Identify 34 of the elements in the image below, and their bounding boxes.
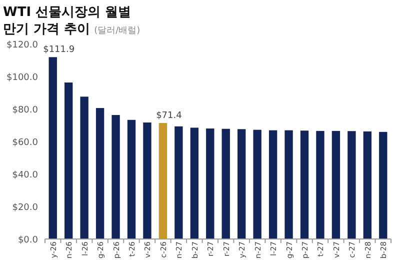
chart-subtitle: (달러/배럴) xyxy=(94,26,140,36)
bar xyxy=(268,130,278,239)
bar xyxy=(158,122,168,239)
title: WTI 선물시장의 월별 xyxy=(3,5,132,20)
y-tick-label: $60.0 xyxy=(12,138,38,148)
bar xyxy=(190,128,198,239)
bar xyxy=(332,130,340,239)
bar xyxy=(379,132,388,239)
bar xyxy=(284,130,293,239)
y-tick-label: $100.0 xyxy=(6,73,38,83)
y-tick-label: $20.0 xyxy=(12,203,38,213)
data-label: $111.9 xyxy=(43,45,75,56)
data-label: $71.4 xyxy=(156,110,182,121)
bar xyxy=(127,120,136,239)
bar xyxy=(348,131,356,239)
bar xyxy=(80,96,88,239)
bar xyxy=(222,128,230,239)
y-tick-label: $0.0 xyxy=(18,236,38,246)
bar xyxy=(174,126,183,239)
bar xyxy=(112,115,120,239)
bar xyxy=(143,122,152,239)
bar xyxy=(316,130,324,239)
bar xyxy=(48,57,57,239)
bar xyxy=(253,130,262,239)
bar xyxy=(238,129,246,239)
y-tick-label: $120.0 xyxy=(6,40,38,50)
bar xyxy=(64,82,73,239)
bar xyxy=(206,128,214,239)
y-tick-label: $40.0 xyxy=(12,170,38,180)
bar xyxy=(96,108,104,239)
chart-title: 만기 가격 추이 xyxy=(3,22,90,37)
bar xyxy=(300,130,309,239)
bar xyxy=(363,131,372,239)
y-tick-label: $80.0 xyxy=(12,106,38,116)
